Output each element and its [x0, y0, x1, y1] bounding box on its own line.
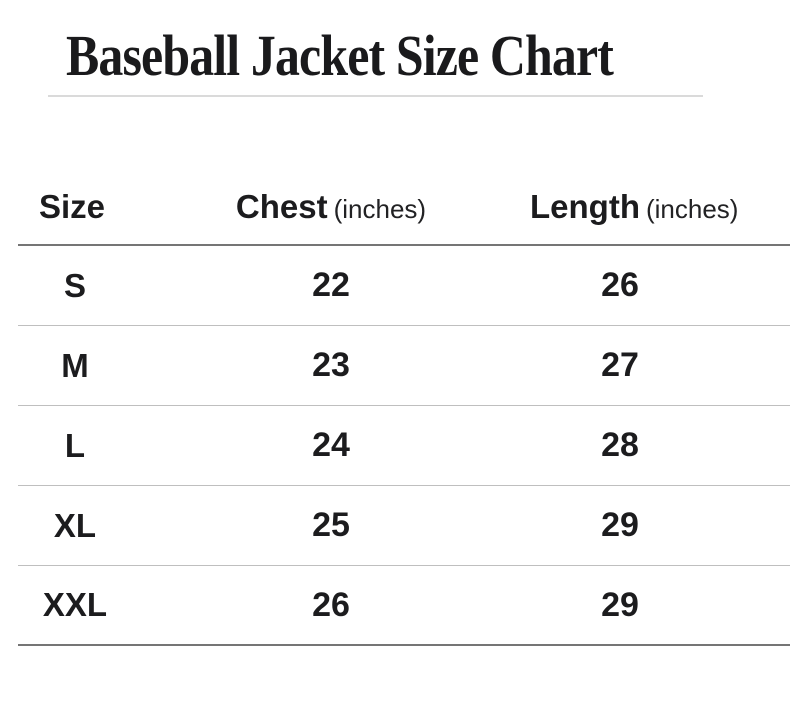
size-chart-table: Size Chest (inches) Length (inches) S 22 2…	[18, 170, 790, 646]
cell-length-value: 29	[601, 506, 639, 544]
page-title: Baseball Jacket Size Chart	[66, 23, 614, 88]
header-length-unit: (inches)	[645, 194, 739, 224]
table-row: XL 25 29	[18, 486, 790, 566]
cell-size-label: S	[63, 266, 86, 304]
header-cell-length: Length (inches)	[530, 188, 738, 226]
table-row: M 23 27	[18, 326, 790, 406]
cell-length-value: 26	[601, 266, 639, 304]
cell-chest-value: 26	[312, 585, 350, 624]
table-row: XXL 26 29	[18, 566, 790, 646]
cell-chest-value: 22	[312, 266, 350, 304]
header-chest-unit: (inches)	[333, 194, 427, 224]
cell-length-value: 29	[601, 585, 639, 624]
header-cell-chest: Chest (inches)	[132, 188, 530, 226]
cell-size-label: M	[61, 346, 89, 384]
table-row: L 24 28	[18, 406, 790, 486]
cell-chest-value: 23	[312, 346, 350, 384]
header-length-label: Length	[530, 188, 640, 225]
cell-size-label: XXL	[42, 586, 108, 623]
cell-length-value: 27	[601, 346, 639, 384]
table-row: S 22 26	[18, 246, 790, 326]
header-chest-label: Chest	[235, 188, 328, 225]
cell-chest-value: 25	[312, 506, 350, 544]
table-header-row: Size Chest (inches) Length (inches)	[18, 170, 790, 246]
cell-size-label: XL	[53, 506, 97, 544]
cell-size-label: L	[64, 426, 86, 464]
title-underline	[48, 95, 703, 97]
header-size-label: Size	[38, 188, 106, 225]
header-cell-size: Size	[18, 188, 132, 226]
cell-chest-value: 24	[312, 426, 350, 464]
cell-length-value: 28	[601, 426, 639, 464]
